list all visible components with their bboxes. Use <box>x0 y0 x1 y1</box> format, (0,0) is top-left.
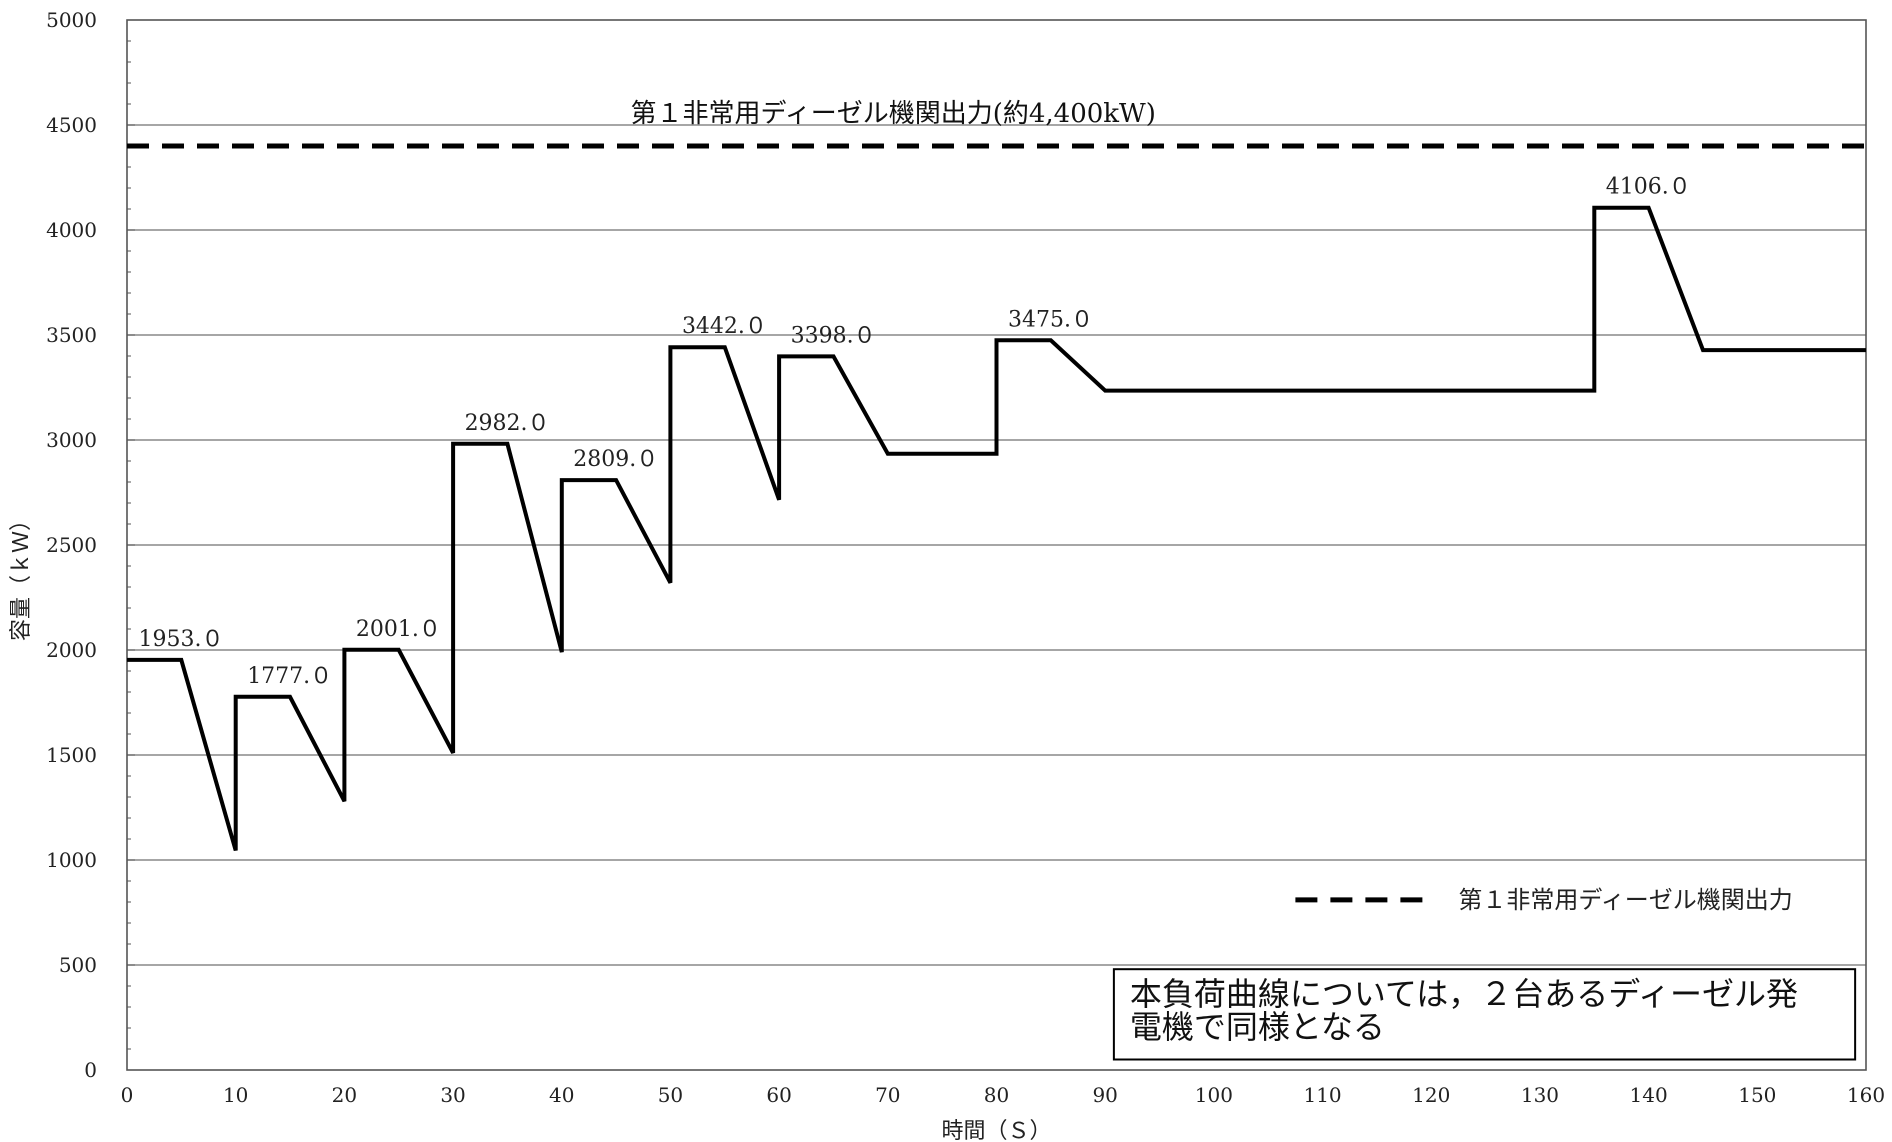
data-label: 4106.０ <box>1606 175 1691 200</box>
x-tick-label: 40 <box>549 1083 574 1107</box>
y-tick-label: 4500 <box>46 113 97 137</box>
load-curve-line <box>127 205 1866 852</box>
reference-layer: 第１非常用ディーゼル機関出力(約4,400kW) <box>127 99 1866 149</box>
y-tick-label: 2500 <box>46 533 97 557</box>
data-label: 3398.０ <box>791 323 876 348</box>
x-tick-label: 120 <box>1412 1083 1450 1107</box>
x-tick-label: 0 <box>121 1083 134 1107</box>
y-tick-label: 1500 <box>46 743 97 767</box>
x-tick-label: 90 <box>1092 1083 1117 1107</box>
y-tick-label: 3000 <box>46 428 97 452</box>
y-tick-label: 5000 <box>46 8 97 32</box>
x-tick-label: 70 <box>875 1083 900 1107</box>
y-axis-title: 容量（ｋＷ） <box>9 509 34 641</box>
reference-line-label: 第１非常用ディーゼル機関出力(約4,400kW) <box>631 99 1156 129</box>
x-tick-label: 20 <box>332 1083 357 1107</box>
series-layer <box>127 205 1866 852</box>
y-tick-label: 3500 <box>46 323 97 347</box>
note-box-frame <box>1112 968 1857 1061</box>
x-tick-label: 60 <box>766 1083 791 1107</box>
data-label: 1777.０ <box>247 664 332 689</box>
data-label: 3475.０ <box>1008 307 1093 332</box>
note-line: 電機で同様となる <box>1130 1008 1385 1046</box>
data-label: 1953.０ <box>139 627 224 652</box>
y-tick-label: 2000 <box>46 638 97 662</box>
y-tick-label: 1000 <box>46 848 97 872</box>
x-tick-label: 100 <box>1195 1083 1233 1107</box>
plot-frame <box>126 19 1867 1071</box>
axis-layer: 0500100015002000250030003500400045005000… <box>9 8 1885 1142</box>
data-label: 2001.０ <box>356 617 441 642</box>
legend: 第１非常用ディーゼル機関出力 <box>1295 886 1793 914</box>
y-tick-label: 500 <box>59 953 97 977</box>
x-tick-label: 50 <box>658 1083 683 1107</box>
data-label: 2809.０ <box>573 447 658 472</box>
x-tick-label: 130 <box>1521 1083 1559 1107</box>
x-tick-label: 30 <box>440 1083 465 1107</box>
x-tick-label: 80 <box>984 1083 1009 1107</box>
y-tick-label: 0 <box>84 1058 97 1082</box>
note-line: 本負荷曲線については，２台あるディーゼル発 <box>1130 975 1798 1013</box>
data-label: 2982.０ <box>465 411 550 436</box>
x-tick-label: 110 <box>1303 1083 1341 1107</box>
data-label-layer: 1953.０ 1777.０ 2001.０ 2982.０ 2809.０ 3442.０ 3398… <box>139 175 1691 689</box>
x-tick-label: 140 <box>1630 1083 1668 1107</box>
x-tick-label: 150 <box>1738 1083 1776 1107</box>
legend-entry-diesel-output: 第１非常用ディーゼル機関出力 <box>1458 886 1792 914</box>
grid-layer <box>127 124 1866 966</box>
x-tick-label: 160 <box>1847 1083 1885 1107</box>
x-axis-title: 時間（Ｓ） <box>941 1119 1051 1142</box>
y-tick-label: 4000 <box>46 218 97 242</box>
data-label: 3442.０ <box>682 314 767 339</box>
x-tick-label: 10 <box>223 1083 248 1107</box>
